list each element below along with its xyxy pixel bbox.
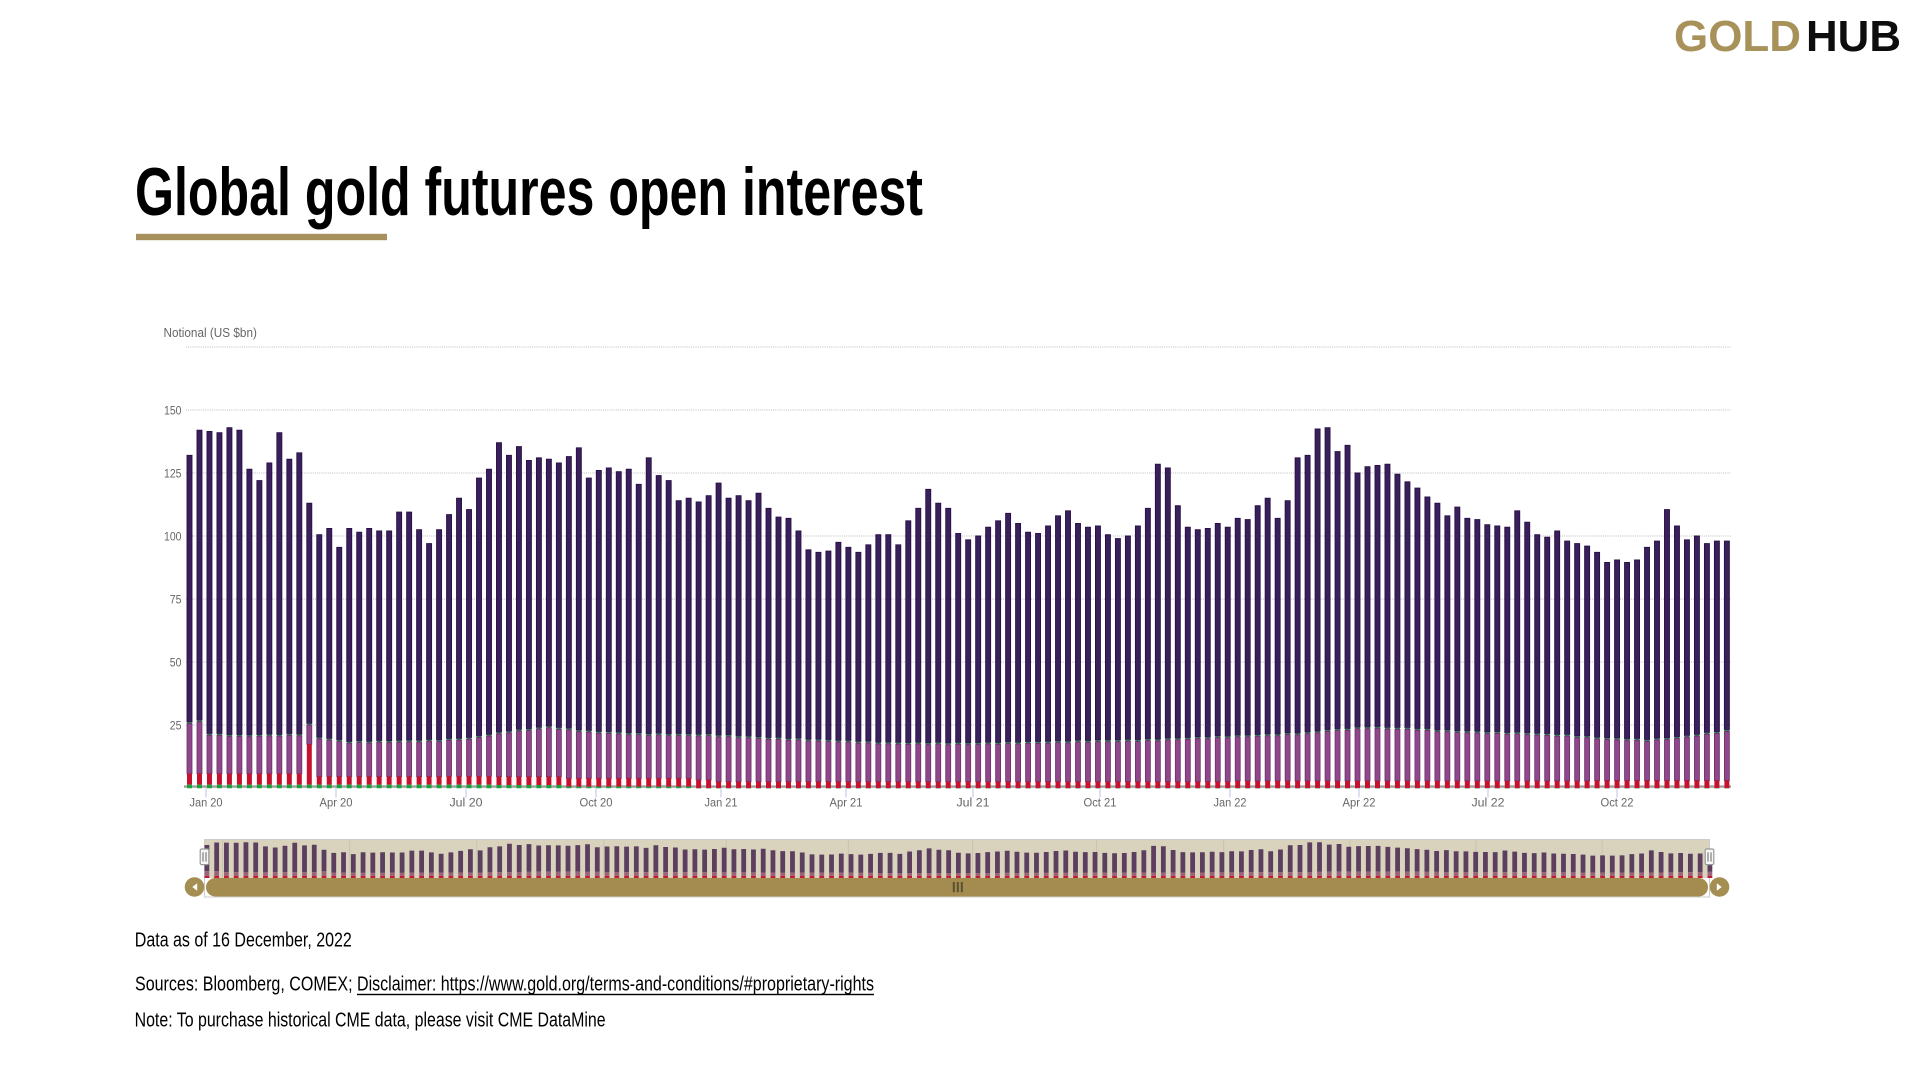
svg-text:Note: To purchase historical C: Note: To purchase historical CME data, p…	[135, 1010, 606, 1032]
svg-text:Apr 21: Apr 21	[830, 796, 863, 810]
svg-text:Jul 22: Jul 22	[1472, 796, 1505, 810]
svg-text:HUB: HUB	[1806, 13, 1901, 61]
svg-text:Apr 22: Apr 22	[1343, 796, 1376, 810]
svg-text:Jul 21: Jul 21	[957, 796, 990, 810]
svg-text:Data as of 16 December, 2022: Data as of 16 December, 2022	[135, 929, 352, 951]
svg-text:Sources: Bloomberg, COMEX;: Sources: Bloomberg, COMEX;	[135, 974, 357, 996]
svg-text:125: 125	[164, 466, 182, 480]
svg-text:Disclaimer: https://www.gold.o: Disclaimer: https://www.gold.org/terms-a…	[357, 974, 874, 996]
svg-text:Jan 22: Jan 22	[1214, 796, 1247, 810]
svg-text:100: 100	[164, 529, 182, 543]
svg-text:50: 50	[170, 655, 182, 669]
svg-text:25: 25	[170, 718, 182, 732]
svg-text:Notional (US $bn): Notional (US $bn)	[164, 326, 257, 340]
svg-text:Apr 20: Apr 20	[320, 796, 353, 810]
svg-text:75: 75	[170, 592, 182, 606]
svg-text:Jan 21: Jan 21	[705, 796, 738, 810]
svg-text:Oct 20: Oct 20	[580, 796, 613, 810]
svg-text:150: 150	[164, 403, 182, 417]
svg-text:Oct 22: Oct 22	[1601, 796, 1634, 810]
svg-text:Jul 20: Jul 20	[450, 796, 483, 810]
svg-text:GOLD: GOLD	[1674, 13, 1801, 61]
svg-text:Jan 20: Jan 20	[190, 796, 223, 810]
svg-text:Global gold futures open inter: Global gold futures open interest	[135, 155, 923, 230]
svg-text:Oct 21: Oct 21	[1084, 796, 1117, 810]
